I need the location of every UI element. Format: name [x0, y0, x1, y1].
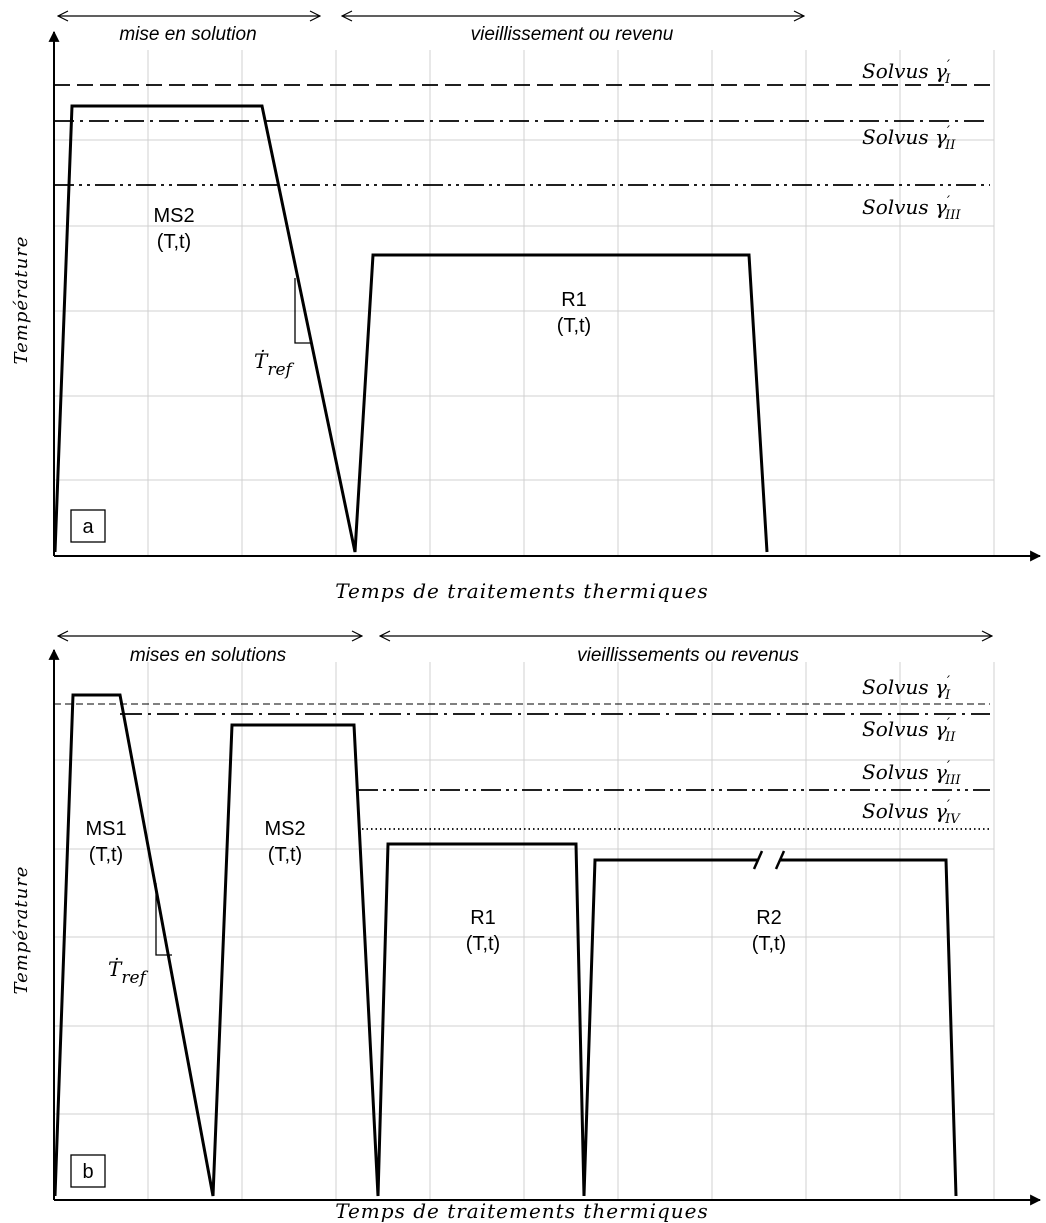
- panel-b-step-1-name: MS1: [85, 818, 126, 840]
- panel-b-x-axis-label: Temps de traitements thermiques: [335, 1199, 709, 1223]
- panel-b-phase-label-aging: vieillissements ou revenus: [577, 645, 799, 666]
- panel-b-solvus-1-label: Solvus γ′ I: [862, 674, 951, 703]
- panel-b-step-2-name: MS2: [264, 818, 305, 840]
- panel-a-grid: [54, 50, 995, 556]
- panel-a-phase-label-solution: mise en solution: [119, 24, 256, 45]
- panel-b-axis-break-mark-2: [774, 850, 786, 870]
- panel-a-cooling-rate-triangle: [294, 278, 311, 344]
- panel-b-solvus-3-label: Solvus γ′ III: [862, 759, 961, 788]
- panel-a-solvus-3-label: Solvus γ′ III: [862, 194, 961, 223]
- panel-a-x-axis-label: Temps de traitements thermiques: [335, 579, 709, 603]
- panel-b-step-1-params: (T,t): [89, 844, 123, 866]
- panel-b-phase-label-solution: mises en solutions: [130, 645, 287, 666]
- panel-b-y-axis-label: Température: [11, 866, 32, 995]
- panel-a-phase-label-aging: vieillissement ou revenu: [471, 24, 674, 45]
- panel-a-cooling-rate-label: Ṫref: [254, 349, 295, 380]
- panel-a-treatment-profile: [53, 104, 769, 553]
- panel-a-step-2-params: (T,t): [557, 315, 591, 337]
- panel-b-solvus-2-label: Solvus γ′ II: [862, 716, 956, 745]
- panel-b-step-4-params: (T,t): [752, 933, 786, 955]
- panel-b: mises en solutions vieillissements ou re…: [11, 636, 1042, 1223]
- panel-b-axis-break-mark-1: [752, 850, 764, 870]
- panel-b-step-2-params: (T,t): [268, 844, 302, 866]
- panel-b-label: b: [82, 1161, 93, 1183]
- panel-a: mise en solution vieillissement ou reven…: [11, 16, 1042, 603]
- panel-a-solvus-2-label: Solvus γ′ II: [862, 124, 956, 153]
- panel-b-cooling-rate-triangle: [155, 883, 172, 956]
- panel-a-solvus-1-label: Solvus γ′ I: [862, 58, 951, 87]
- panel-a-label-box: [70, 509, 106, 543]
- panel-a-label: a: [82, 516, 94, 538]
- panel-a-step-1-name: MS2: [153, 205, 194, 227]
- panel-b-step-3-name: R1: [470, 907, 496, 929]
- panel-b-step-4-name: R2: [756, 907, 782, 929]
- panel-b-grid: [54, 662, 995, 1200]
- panel-b-treatment-profile: [53, 693, 758, 1197]
- panel-b-step-3-params: (T,t): [466, 933, 500, 955]
- panel-a-step-2-name: R1: [561, 289, 587, 311]
- panel-b-cooling-rate-label: Ṫref: [108, 957, 149, 988]
- panel-b-treatment-profile-after-break: [780, 858, 958, 1197]
- panel-a-step-1-params: (T,t): [157, 231, 191, 253]
- panel-b-solvus-4-label: Solvus γ′ IV: [862, 798, 961, 827]
- panel-a-y-axis-label: Température: [11, 236, 32, 365]
- panel-b-label-box: [70, 1154, 106, 1188]
